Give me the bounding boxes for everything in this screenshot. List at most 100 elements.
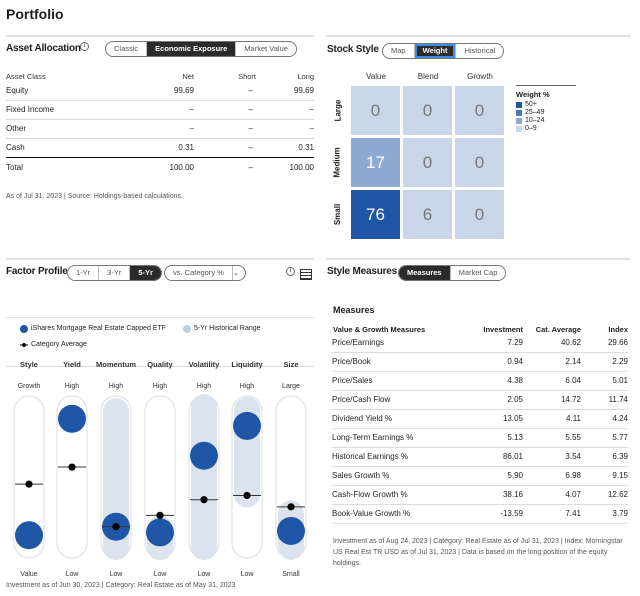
style-cell-small-value[interactable]: 76 [351, 190, 400, 239]
tab-5yr[interactable]: 5-Yr [130, 266, 161, 280]
factor-profile-chart: Style Growth Value Yield High Low Momentum High… [13, 360, 307, 578]
stock-style-title: Stock Style [327, 44, 379, 55]
legend-label: 50+ [525, 101, 537, 108]
measure-row: Historical Earnings % 86.01 3.54 6.39 [332, 448, 628, 467]
fund-dot[interactable] [233, 411, 261, 440]
category-marker-icon [20, 343, 28, 347]
category-average-dot[interactable] [243, 491, 251, 500]
factor-high-label: High [65, 383, 80, 390]
measure-name: Price/Sales [332, 376, 373, 385]
investment-value: 5.13 [507, 433, 523, 442]
net-value: 100.00 [169, 163, 194, 172]
investment-value: 5.90 [507, 471, 523, 480]
legend-item: 10–24 [516, 117, 544, 125]
investment-value: 13.05 [502, 414, 523, 423]
net-value: 0.31 [178, 143, 194, 152]
factor-low-label: Low [66, 571, 80, 578]
row-label: Cash [6, 143, 25, 152]
factor-name: Quality [147, 360, 173, 369]
swatch-icon [516, 126, 522, 132]
swatch-icon [516, 110, 522, 116]
category-average-dot[interactable] [200, 496, 208, 504]
asset-allocation-note: As of Jul 31, 2023 | Source: Holdings-ba… [6, 193, 183, 200]
stock-style-tabs: Map Weight Historical [382, 43, 505, 59]
row-large: Large [333, 99, 343, 122]
index-value: 9.15 [612, 471, 628, 480]
investment-value: -13.59 [500, 509, 523, 518]
category-average-dot[interactable] [68, 463, 76, 471]
fund-dot[interactable] [190, 441, 218, 470]
measure-name: Price/Book [332, 357, 371, 366]
factor-name: Yield [63, 360, 81, 369]
factor-low-label: Low [110, 571, 124, 578]
style-measures-note: Investment as of Aug 24, 2023 | Category… [333, 538, 623, 567]
style-cell-medium-value[interactable]: 17 [351, 138, 400, 187]
range-dot-icon [183, 325, 191, 333]
measure-row: Price/Cash Flow 2.05 14.72 11.74 [332, 391, 628, 410]
tab-3yr[interactable]: 3-Yr [99, 266, 131, 280]
factor-low-label: Small [282, 571, 300, 578]
row-label: Equity [6, 86, 29, 95]
legend-label: 10–24 [525, 117, 545, 124]
measure-row: Price/Earnings 7.29 40.62 29.66 [332, 334, 628, 353]
fund-dot[interactable] [277, 516, 305, 545]
category-average-dot[interactable] [25, 480, 33, 488]
short-value: – [248, 163, 253, 172]
style-cell-large-blend[interactable]: 0 [403, 86, 452, 135]
tab-weight[interactable]: Weight [414, 44, 457, 58]
comparison-dropdown[interactable]: vs. Category % ⌄ [164, 265, 247, 281]
tab-classic[interactable]: Classic [106, 42, 148, 56]
tab-market-value[interactable]: Market Value [244, 44, 288, 53]
long-value: – [309, 105, 314, 114]
divider [6, 317, 314, 318]
category-average-dot[interactable] [156, 511, 164, 519]
info-icon[interactable]: i [80, 42, 89, 51]
style-cell-small-growth[interactable]: 0 [455, 190, 504, 239]
category-average-dot[interactable] [287, 503, 295, 511]
tab-economic-exposure[interactable]: Economic Exposure [147, 42, 237, 56]
period-tabs: 1-Yr 3-Yr 5-Yr [67, 265, 162, 281]
legend-label: 25–49 [525, 109, 545, 116]
cat-average-value: 14.72 [560, 395, 581, 404]
divider [326, 258, 631, 260]
style-cell-large-value[interactable]: 0 [351, 86, 400, 135]
fund-dot-icon [20, 325, 28, 333]
cat-average-value: 6.04 [565, 376, 581, 385]
fund-dot[interactable] [58, 404, 86, 433]
tab-1yr[interactable]: 1-Yr [68, 266, 100, 280]
style-cell-medium-growth[interactable]: 0 [455, 138, 504, 187]
fund-dot[interactable] [146, 518, 174, 547]
asset-allocation-tabs: Classic Economic Exposure Market Value [105, 41, 297, 57]
cat-average-value: 40.62 [560, 338, 581, 347]
legend-divider [516, 85, 576, 86]
investment-value: 7.29 [507, 338, 523, 347]
factor-name: Style [20, 360, 38, 369]
fund-dot[interactable] [15, 521, 43, 550]
measure-row: Long-Term Earnings % 5.13 5.55 5.77 [332, 429, 628, 448]
style-measures-title: Style Measures [327, 266, 398, 277]
factor-high-label: High [109, 383, 124, 390]
investment-value: 2.05 [507, 395, 523, 404]
tab-map[interactable]: Map [383, 44, 415, 58]
info-icon[interactable]: i [286, 267, 295, 276]
style-cell-medium-blend[interactable]: 0 [403, 138, 452, 187]
style-measures-tabs: Measures Market Cap [398, 265, 507, 281]
tab-market-cap[interactable]: Market Cap [458, 268, 498, 277]
factor-low-label: Low [241, 571, 255, 578]
dropdown-value: vs. Category % [165, 266, 233, 280]
category-average-dot[interactable] [112, 523, 120, 531]
tab-measures[interactable]: Measures [399, 266, 451, 280]
factor-high-label: High [240, 383, 255, 390]
divider [6, 35, 314, 37]
net-value: – [189, 105, 194, 114]
row-label: Other [6, 124, 27, 133]
tab-historical[interactable]: Historical [464, 46, 496, 55]
cat-average-value: 5.55 [565, 433, 581, 442]
legend-fund: iShares Mortgage Real Estate Capped ETF [20, 325, 166, 333]
factor-track [56, 395, 88, 559]
style-cell-small-blend[interactable]: 6 [403, 190, 452, 239]
legend-category-label: Category Average [31, 341, 87, 348]
table-view-icon[interactable] [300, 269, 312, 280]
style-cell-large-growth[interactable]: 0 [455, 86, 504, 135]
col-measure: Value & Growth Measures [333, 325, 426, 334]
